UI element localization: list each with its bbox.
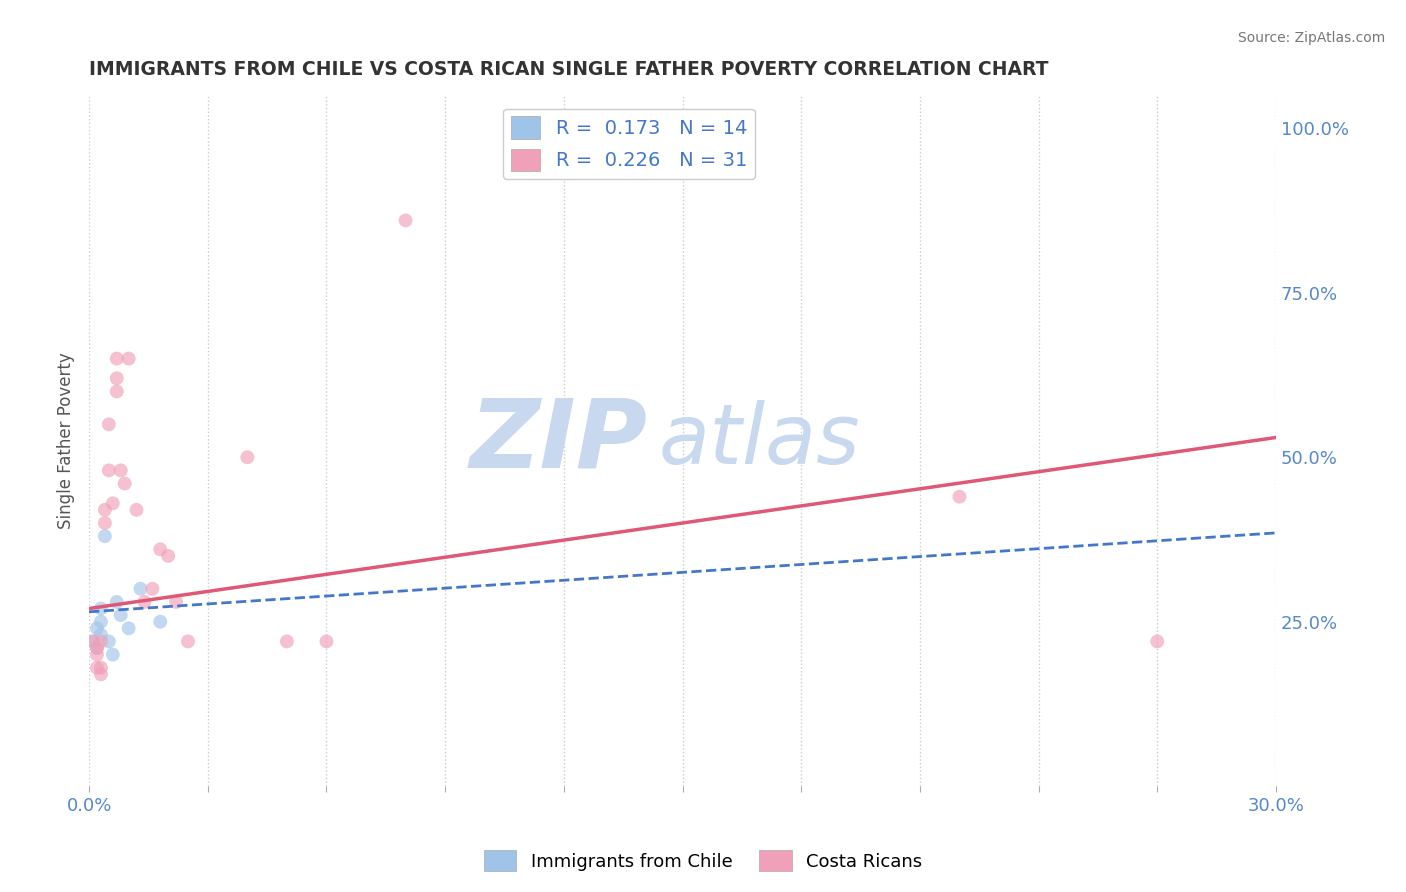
Text: ZIP: ZIP bbox=[470, 394, 647, 487]
Point bbox=[86, 621, 108, 635]
Point bbox=[276, 634, 298, 648]
Legend: R =  0.173   N = 14, R =  0.226   N = 31: R = 0.173 N = 14, R = 0.226 N = 31 bbox=[503, 109, 755, 178]
Point bbox=[117, 351, 139, 366]
Point bbox=[86, 640, 108, 655]
Point bbox=[149, 542, 172, 557]
Point bbox=[110, 463, 132, 477]
Point bbox=[94, 529, 117, 543]
Point bbox=[90, 601, 112, 615]
Point bbox=[86, 661, 108, 675]
Point bbox=[97, 634, 120, 648]
Point bbox=[86, 648, 108, 662]
Legend: Immigrants from Chile, Costa Ricans: Immigrants from Chile, Costa Ricans bbox=[477, 843, 929, 879]
Point bbox=[177, 634, 200, 648]
Point bbox=[114, 476, 136, 491]
Point bbox=[101, 496, 124, 510]
Point bbox=[82, 634, 104, 648]
Point bbox=[94, 516, 117, 530]
Point bbox=[101, 648, 124, 662]
Point bbox=[141, 582, 163, 596]
Text: Source: ZipAtlas.com: Source: ZipAtlas.com bbox=[1237, 31, 1385, 45]
Text: atlas: atlas bbox=[659, 401, 860, 482]
Point bbox=[90, 628, 112, 642]
Point bbox=[105, 351, 128, 366]
Point bbox=[86, 640, 108, 655]
Point bbox=[105, 371, 128, 385]
Point bbox=[149, 615, 172, 629]
Point bbox=[157, 549, 180, 563]
Text: IMMIGRANTS FROM CHILE VS COSTA RICAN SINGLE FATHER POVERTY CORRELATION CHART: IMMIGRANTS FROM CHILE VS COSTA RICAN SIN… bbox=[89, 60, 1049, 78]
Point bbox=[90, 615, 112, 629]
Point bbox=[117, 621, 139, 635]
Point bbox=[97, 463, 120, 477]
Point bbox=[134, 595, 156, 609]
Point bbox=[90, 661, 112, 675]
Point bbox=[94, 503, 117, 517]
Point bbox=[105, 595, 128, 609]
Point bbox=[394, 213, 416, 227]
Point bbox=[82, 634, 104, 648]
Point bbox=[129, 582, 152, 596]
Point bbox=[948, 490, 970, 504]
Point bbox=[236, 450, 259, 465]
Point bbox=[1146, 634, 1168, 648]
Point bbox=[165, 595, 187, 609]
Point bbox=[125, 503, 148, 517]
Y-axis label: Single Father Poverty: Single Father Poverty bbox=[58, 352, 75, 529]
Point bbox=[110, 608, 132, 623]
Point bbox=[315, 634, 337, 648]
Point bbox=[105, 384, 128, 399]
Point bbox=[90, 634, 112, 648]
Point bbox=[90, 667, 112, 681]
Point bbox=[97, 417, 120, 432]
